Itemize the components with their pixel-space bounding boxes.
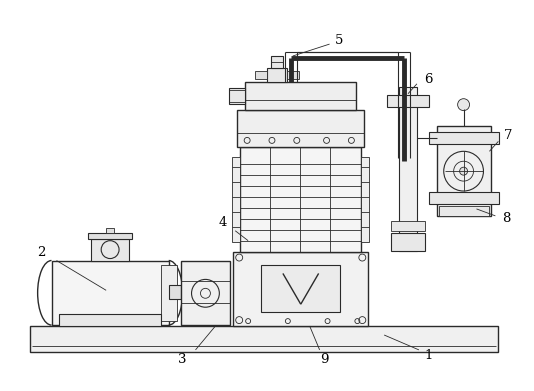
Bar (362, 157, 370, 242)
Bar (52, 260, 169, 325)
Bar (229, 88, 245, 104)
Bar (169, 285, 180, 299)
Text: 2: 2 (37, 246, 46, 259)
Bar (387, 95, 429, 107)
Bar (399, 87, 417, 251)
Bar (233, 251, 368, 326)
Text: 3: 3 (178, 353, 187, 366)
Bar (30, 326, 498, 352)
Text: 9: 9 (320, 353, 329, 366)
Bar (429, 192, 499, 204)
Text: 1: 1 (425, 349, 433, 362)
Bar (439, 206, 489, 216)
Circle shape (460, 167, 468, 175)
Bar (267, 68, 287, 82)
Bar (59, 314, 161, 326)
Text: 4: 4 (218, 216, 226, 229)
Text: 6: 6 (425, 74, 433, 86)
Bar (161, 264, 177, 321)
Bar (261, 265, 341, 312)
Bar (88, 233, 132, 239)
Bar (391, 221, 425, 231)
Bar (429, 133, 499, 144)
Bar (437, 127, 491, 216)
Bar (106, 228, 114, 233)
Bar (91, 239, 129, 260)
Bar (391, 233, 425, 251)
Bar (271, 56, 283, 68)
Circle shape (458, 99, 469, 111)
Text: 5: 5 (335, 34, 344, 47)
Bar (237, 109, 364, 147)
Bar (180, 260, 230, 325)
Bar (232, 157, 240, 242)
Bar (255, 71, 267, 79)
Bar (245, 82, 356, 109)
Text: 8: 8 (502, 212, 511, 225)
Bar (240, 147, 362, 251)
Bar (287, 71, 299, 79)
Text: 7: 7 (504, 129, 513, 142)
